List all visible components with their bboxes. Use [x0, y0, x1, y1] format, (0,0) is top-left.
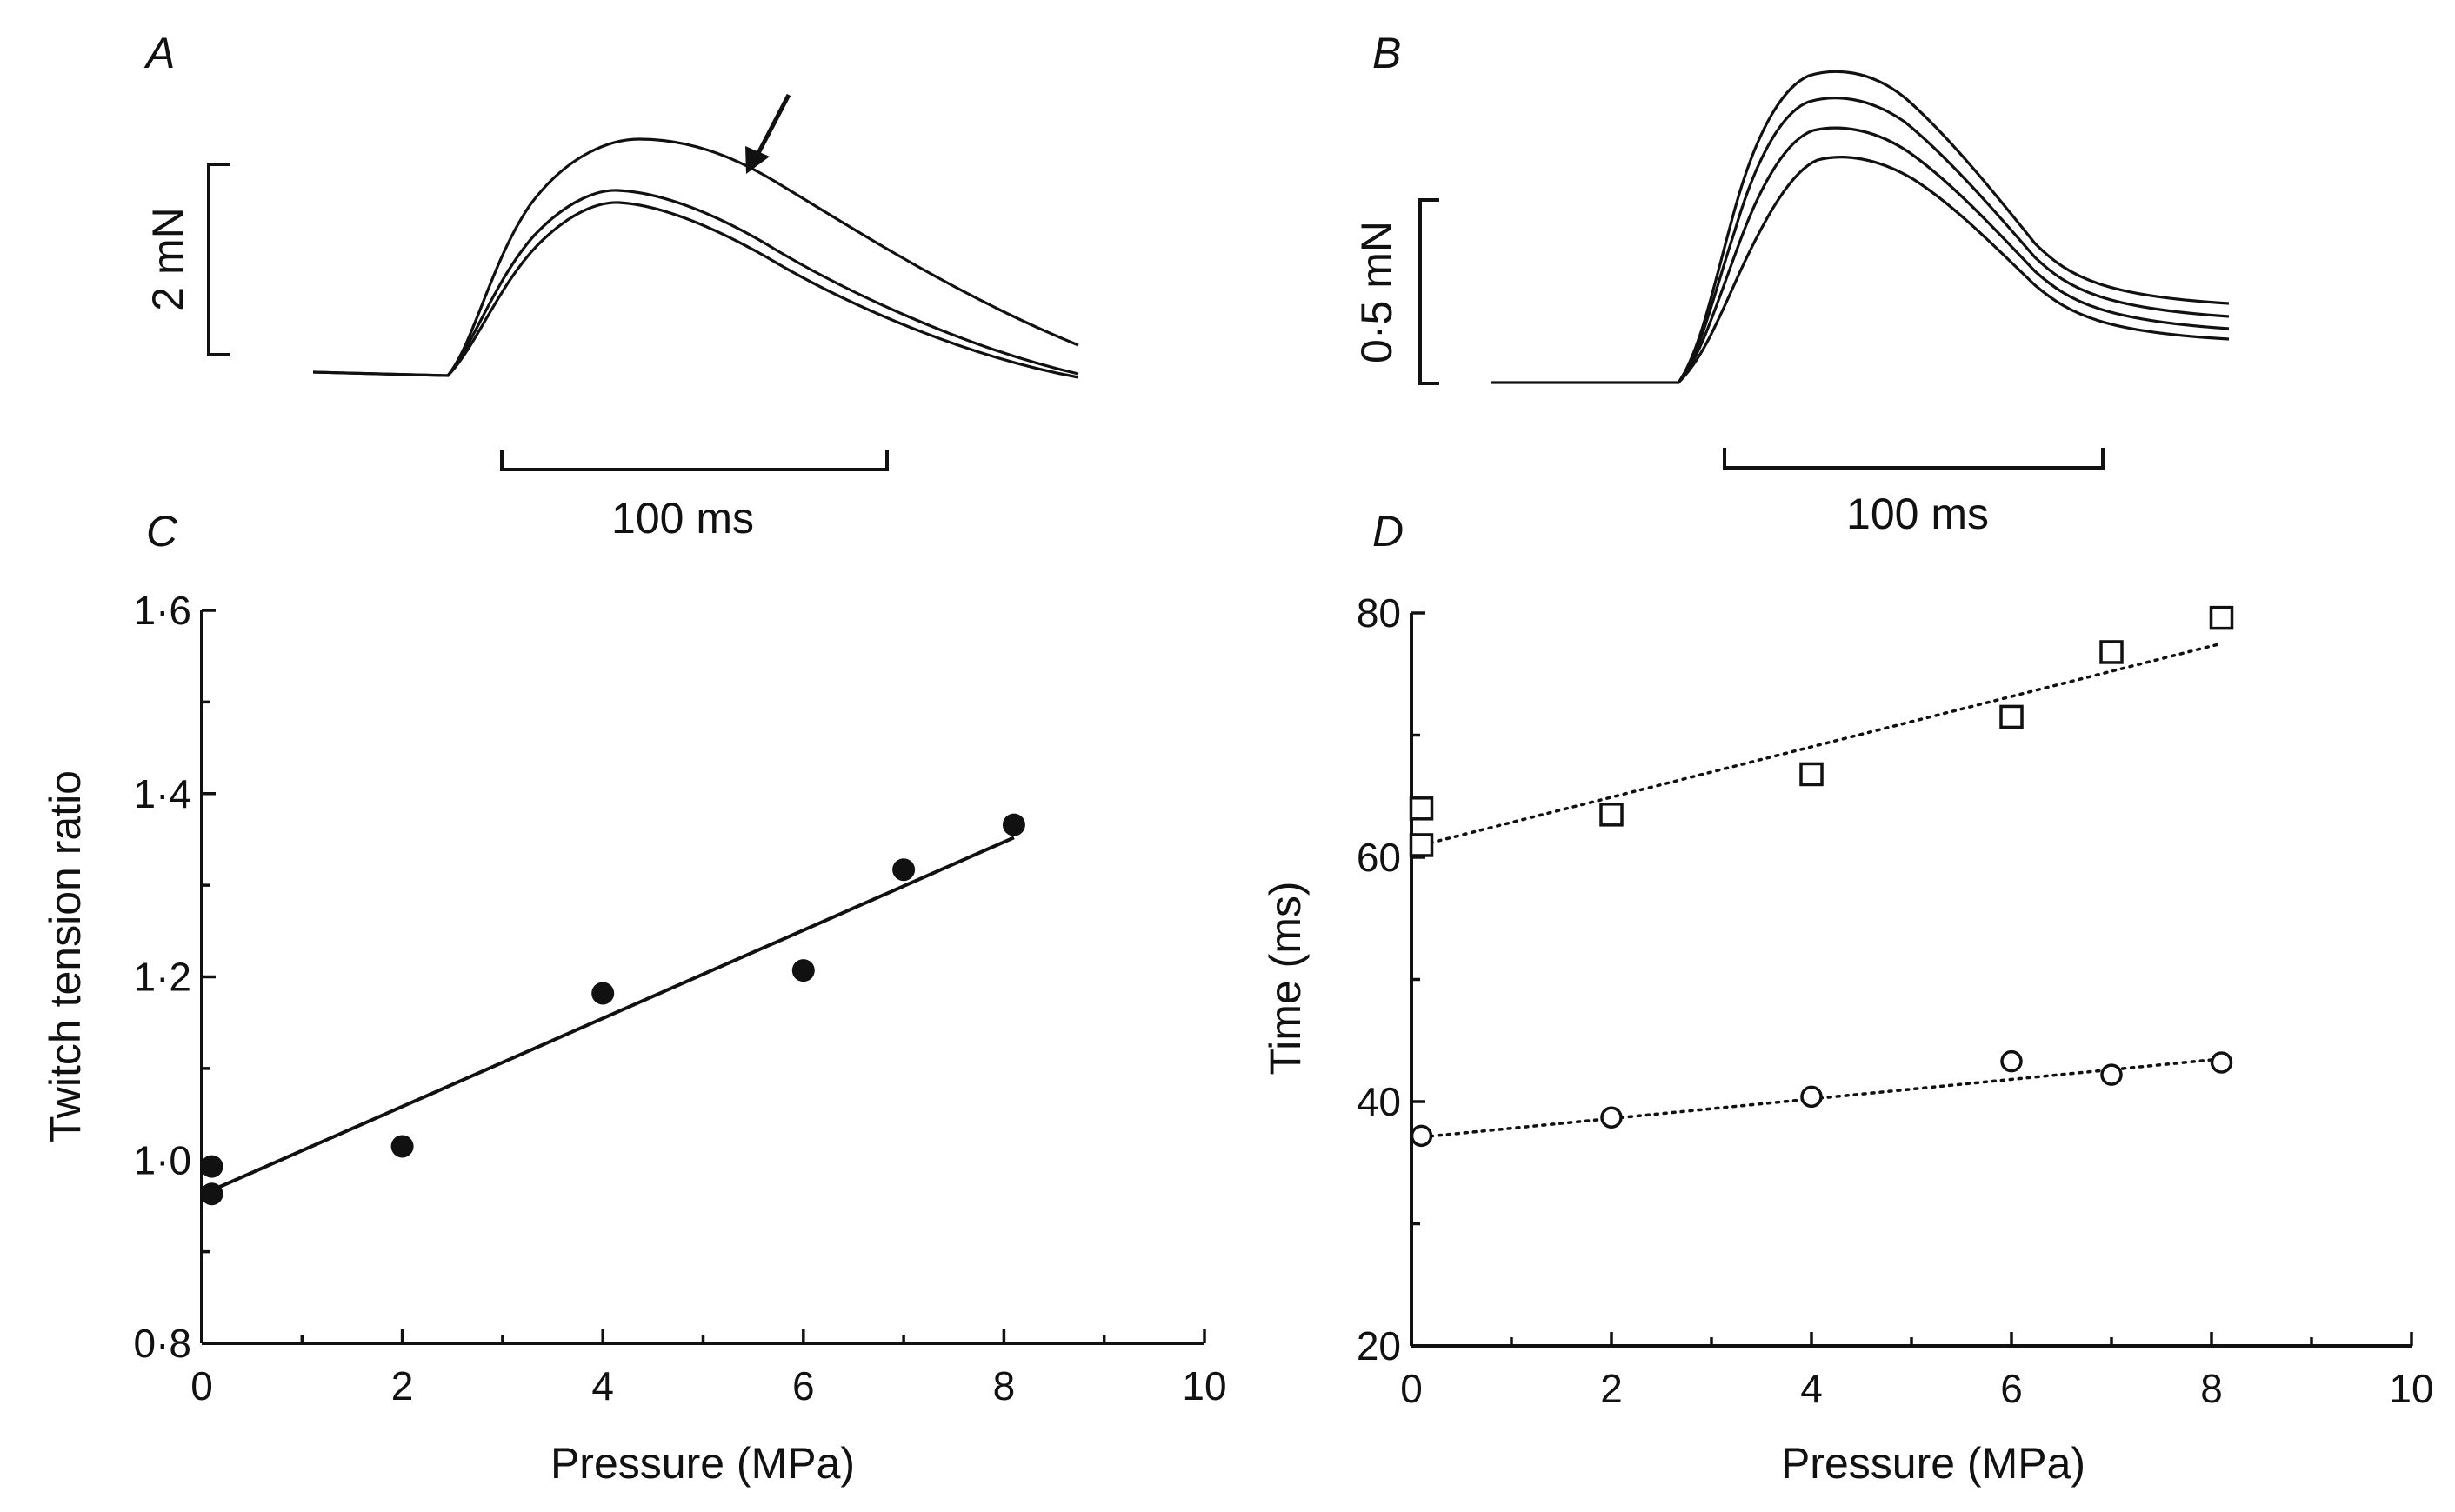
c-x-tick-label: 2 [391, 1363, 414, 1409]
panel-a-trace-1 [312, 137, 1079, 377]
panel-d-tick-labels: 0 2 4 6 8 10 20 40 60 80 [1357, 590, 2434, 1411]
panel-a-horizontal-scale-bar [500, 450, 889, 471]
d-circle-point [2210, 1051, 2233, 1074]
panel-d-points [1409, 605, 2234, 1148]
d-y-tick-label: 80 [1357, 590, 1401, 636]
c-point [200, 1155, 223, 1178]
d-square-point [1409, 833, 1434, 857]
panel-d: D 0 2 4 6 8 10 20 40 60 80 Pressure (MPa) Time (m… [1261, 507, 2434, 1488]
panel-b-scale-x-label: 100 ms [1846, 490, 1989, 538]
d-x-tick-label: 6 [2000, 1366, 2023, 1411]
c-y-tick-label: 1·4 [134, 771, 191, 816]
panel-d-ticks [1410, 611, 2413, 1348]
d-circle-point [2000, 1049, 2023, 1073]
panel-d-x-axis-title: Pressure (MPa) [1781, 1439, 2085, 1488]
panel-c-y-axis-title: Twitch tension ratio [41, 770, 90, 1142]
c-y-tick-label: 1·2 [134, 955, 191, 1000]
d-y-tick-label: 60 [1357, 835, 1401, 880]
c-y-tick-label: 1·0 [134, 1137, 191, 1182]
c-y-tick-label: 0·8 [134, 1321, 191, 1366]
panel-b-letter: B [1372, 29, 1401, 77]
c-x-tick-label: 10 [1182, 1363, 1226, 1409]
d-square-point [2099, 640, 2124, 664]
panel-b-trace-3 [1677, 126, 2230, 384]
panel-d-fits [1419, 642, 2224, 1139]
d-square-point [2209, 605, 2234, 630]
c-point [1002, 813, 1025, 836]
panel-a: A 2 mN 100 ms [143, 29, 1079, 543]
c-x-tick-label: 4 [591, 1363, 614, 1409]
panel-a-vertical-scale-bar [207, 163, 230, 356]
c-point [892, 858, 916, 882]
panel-c-points [200, 813, 1025, 1206]
c-fit-line [210, 836, 1015, 1192]
d-square-point [1999, 704, 2024, 729]
panel-b-horizontal-scale-bar [1723, 448, 2105, 470]
d-x-tick-label: 4 [1800, 1366, 1823, 1411]
d-x-tick-label: 2 [1600, 1366, 1623, 1411]
panel-c-ticks [200, 609, 1206, 1345]
d-x-tick-label: 10 [2389, 1366, 2433, 1411]
panel-c-fit [210, 836, 1015, 1192]
c-point [390, 1135, 414, 1158]
panel-c-x-axis-title: Pressure (MPa) [550, 1439, 855, 1488]
panel-a-trace-2 [312, 189, 1079, 377]
panel-b-trace-1 [1491, 70, 2230, 384]
panel-c-axes [200, 610, 1204, 1345]
c-point [591, 982, 615, 1005]
panel-b-vertical-scale-bar [1418, 198, 1439, 385]
d-x-tick-label: 0 [1400, 1366, 1423, 1411]
panel-c-tick-labels: 0 2 4 6 8 10 0·8 1·0 1·2 1·4 1·6 [134, 588, 1227, 1409]
c-point [791, 959, 815, 982]
panel-a-arrow [745, 93, 791, 174]
d-square-point [1599, 803, 1624, 827]
d-square-point [1409, 796, 1434, 821]
panel-b-trace-2 [1677, 97, 2230, 384]
c-y-tick-label: 1·6 [134, 588, 191, 633]
panel-d-y-axis-title: Time (ms) [1261, 881, 1310, 1075]
d-circle-point [1800, 1085, 1823, 1109]
d-circle-point [2100, 1063, 2123, 1086]
d-y-tick-label: 40 [1357, 1079, 1401, 1124]
panel-d-letter: D [1372, 507, 1404, 556]
panel-a-trace-3 [446, 201, 1079, 379]
c-x-tick-label: 0 [190, 1363, 213, 1409]
panel-a-letter: A [143, 29, 175, 77]
panel-a-scale-y-label: 2 mN [143, 207, 192, 310]
d-square-point [1799, 762, 1824, 787]
c-x-tick-label: 6 [792, 1363, 815, 1409]
panel-c: C 0 2 4 6 8 100·81·01·21·41·6 Pressure (MPa) … [41, 507, 1227, 1488]
panel-b-scale-y-label: 0·5 mN [1352, 221, 1401, 363]
panel-b-trace-4 [1677, 156, 2230, 384]
d-squares-fit-line [1419, 642, 2224, 847]
c-x-tick-label: 8 [993, 1363, 1016, 1409]
d-y-tick-label: 20 [1357, 1323, 1401, 1369]
panel-c-letter: C [146, 507, 178, 556]
panel-a-scale-x-label: 100 ms [611, 494, 754, 543]
panel-b: B 0·5 mN 100 ms [1352, 29, 2230, 538]
d-x-tick-label: 8 [2200, 1366, 2223, 1411]
d-circle-point [1410, 1124, 1433, 1148]
d-circle-point [1600, 1106, 1623, 1129]
c-point [200, 1182, 223, 1206]
